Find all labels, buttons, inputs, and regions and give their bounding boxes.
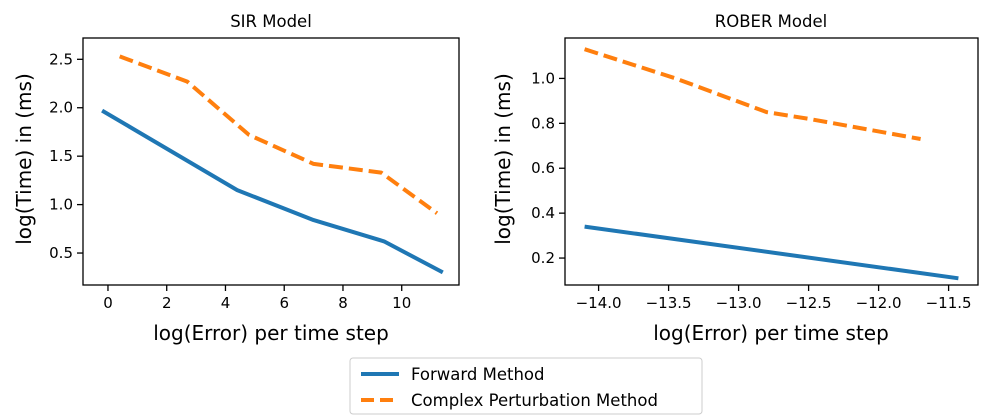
chart-panel-sir: SIR Model log(Time) in (ms) log(Error) p… xyxy=(12,12,460,345)
legend-box xyxy=(349,357,703,415)
x-tick-label-sir: 6 xyxy=(279,294,289,312)
legend: Forward Method Complex Perturbation Meth… xyxy=(349,357,703,415)
axes-frame-sir xyxy=(82,37,460,286)
y-tick-label-rober: 1.0 xyxy=(531,69,555,87)
y-tick-label-sir: 2.5 xyxy=(49,50,73,68)
x-tick-label-rober: −13.0 xyxy=(716,294,762,312)
chart-title-rober: ROBER Model xyxy=(715,12,827,31)
legend-label-forward: Forward Method xyxy=(411,365,544,384)
plot-area-sir: 0 2 4 6 8 10 0.5 1.0 1.5 2.0 2.5 xyxy=(49,50,444,312)
x-tick-label-rober: −11.5 xyxy=(926,294,972,312)
y-axis-label-sir: log(Time) in (ms) xyxy=(12,73,36,245)
y-axis-label-rober: log(Time) in (ms) xyxy=(491,73,515,245)
x-tick-label-rober: −13.5 xyxy=(646,294,692,312)
x-tick-label-sir: 4 xyxy=(221,294,231,312)
legend-label-complex: Complex Perturbation Method xyxy=(411,391,658,410)
axes-frame-rober xyxy=(564,37,979,286)
plot-area-rober: −14.0 −13.5 −13.0 −12.5 −12.0 −11.5 0.2 0.4 0.6 0… xyxy=(531,47,972,312)
x-axis-label-sir: log(Error) per time step xyxy=(153,321,389,345)
series-line-complex-rober xyxy=(583,47,921,141)
x-tick-label-sir: 0 xyxy=(103,294,113,312)
x-axis-label-rober: log(Error) per time step xyxy=(653,321,889,345)
y-tick-label-rober: 0.8 xyxy=(531,114,555,132)
x-tick-label-rober: −12.5 xyxy=(786,294,832,312)
series-line-complex-sir xyxy=(119,54,439,215)
y-tick-label-sir: 1.5 xyxy=(49,147,73,165)
y-tick-label-sir: 1.0 xyxy=(49,196,73,214)
y-tick-label-rober: 0.4 xyxy=(531,204,555,222)
y-tick-label-sir: 2.0 xyxy=(49,99,73,117)
x-tick-label-sir: 8 xyxy=(338,294,348,312)
x-tick-label-rober: −12.0 xyxy=(856,294,902,312)
chart-title-sir: SIR Model xyxy=(230,12,312,31)
x-tick-label-sir: 10 xyxy=(392,294,411,312)
series-line-forward-rober xyxy=(584,224,959,281)
series-line-forward-sir xyxy=(101,108,444,275)
x-tick-label-sir: 2 xyxy=(162,294,172,312)
y-tick-label-rober: 0.6 xyxy=(531,159,555,177)
x-tick-label-rober: −14.0 xyxy=(576,294,622,312)
y-tick-label-rober: 0.2 xyxy=(531,249,555,267)
chart-panel-rober: ROBER Model log(Time) in (ms) log(Error)… xyxy=(491,12,979,345)
y-tick-label-sir: 0.5 xyxy=(49,244,73,262)
